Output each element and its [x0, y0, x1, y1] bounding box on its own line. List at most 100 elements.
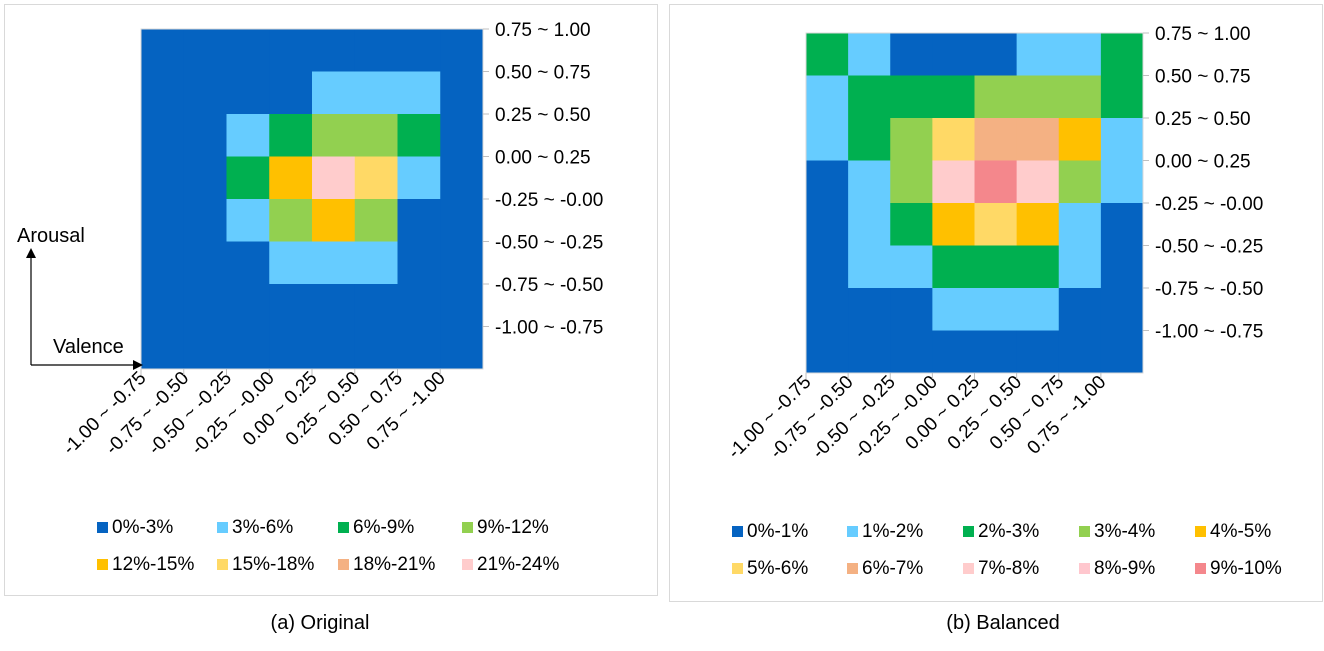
- heatmap-cell: [269, 284, 313, 327]
- heatmap-cell: [269, 114, 313, 157]
- y-tick-label: 0.00 ~ 0.25: [1155, 152, 1251, 173]
- y-tick-label: -0.75 ~ -0.50: [495, 275, 603, 296]
- heatmap-cell: [312, 156, 356, 200]
- y-tick-label: 0.25 ~ 0.50: [495, 105, 591, 126]
- heatmap-cell: [397, 241, 441, 285]
- chart-original: 0.75 ~ 1.00 0.50 ~ 0.75 0.25 ~ 0.50 0.00 ~ …: [17, 20, 603, 575]
- y-tick-label: 0.25 ~ 0.50: [1155, 109, 1251, 130]
- legend-swatch: [97, 522, 108, 533]
- heatmap-cell: [806, 33, 849, 76]
- heatmap-cell: [354, 241, 398, 285]
- legend-label: 5%-6%: [747, 558, 808, 579]
- heatmap-cell: [806, 245, 849, 289]
- y-tick-label: -0.25 ~ -0.00: [495, 190, 603, 211]
- heatmap-cell: [890, 160, 933, 204]
- legend-swatch: [1195, 563, 1206, 574]
- heatmap-cell: [141, 156, 185, 200]
- heatmap-cell: [1058, 203, 1102, 246]
- legend-swatch: [1195, 526, 1206, 537]
- legend-label: 8%-9%: [1094, 558, 1155, 579]
- caption-balanced: (b) Balanced: [946, 612, 1060, 634]
- heatmap-cell: [226, 241, 270, 285]
- heatmap-cell: [974, 160, 1018, 204]
- legend-label: 9%-10%: [1210, 558, 1282, 579]
- heatmap-cell: [354, 199, 398, 242]
- heatmap-cell: [974, 288, 1018, 331]
- arousal-label: Arousal: [17, 225, 85, 247]
- heatmap-cell: [932, 245, 975, 289]
- heatmap-cell: [440, 199, 484, 242]
- heatmap-cell: [890, 33, 933, 76]
- heatmap-cell: [226, 326, 270, 370]
- legend-label: 9%-12%: [477, 517, 549, 538]
- heatmap-cell: [312, 199, 356, 242]
- heatmap-cell: [1058, 245, 1102, 289]
- heatmap-cell: [183, 156, 227, 200]
- legend-label: 1%-2%: [862, 521, 923, 542]
- y-tick-label: -1.00 ~ -0.75: [495, 318, 603, 339]
- heatmap-cell: [974, 75, 1018, 119]
- heatmap-cell: [183, 199, 227, 242]
- heatmap-cell: [183, 284, 227, 327]
- heatmap-cell: [226, 199, 270, 242]
- heatmap-cell: [1100, 330, 1144, 374]
- heatmap-cell: [1016, 245, 1060, 289]
- heatmap-cell: [354, 29, 398, 72]
- caption-original: (a) Original: [270, 612, 370, 634]
- heatmap-cell: [932, 75, 975, 119]
- heatmap-cell: [932, 118, 975, 161]
- y-tick-label: -0.25 ~ -0.00: [1155, 194, 1263, 215]
- y-tick-label: -0.50 ~ -0.25: [1155, 237, 1263, 258]
- heatmap-cell: [269, 199, 313, 242]
- heatmap-cell: [1016, 203, 1060, 246]
- heatmap-cells: [806, 33, 1144, 374]
- heatmap-cell: [974, 245, 1018, 289]
- heatmap-cell: [974, 330, 1018, 374]
- heatmap-cell: [397, 156, 441, 200]
- axis-arrows: Arousal Valence: [17, 225, 143, 370]
- heatmap-cell: [269, 29, 313, 72]
- heatmap-cell: [312, 114, 356, 157]
- heatmap-cell: [890, 245, 933, 289]
- heatmap-cell: [848, 75, 891, 119]
- legend-swatch: [217, 559, 228, 570]
- heatmap-cell: [440, 284, 484, 327]
- heatmap-cell: [1100, 118, 1144, 161]
- heatmap-cell: [141, 199, 185, 242]
- heatmap-cell: [141, 326, 185, 370]
- heatmap-cell: [1100, 245, 1144, 289]
- heatmap-cell: [354, 71, 398, 115]
- valence-label: Valence: [53, 336, 124, 358]
- heatmap-cell: [806, 330, 849, 374]
- heatmap-cell: [440, 241, 484, 285]
- heatmap-cell: [397, 29, 441, 72]
- heatmap-cell: [269, 71, 313, 115]
- heatmap-cell: [141, 71, 185, 115]
- heatmap-cell: [1058, 75, 1102, 119]
- heatmap-cell: [440, 71, 484, 115]
- heatmap-cell: [1058, 160, 1102, 204]
- heatmap-cell: [1058, 288, 1102, 331]
- valence-arrowhead: [133, 360, 143, 370]
- legend-swatch: [462, 522, 473, 533]
- heatmap-cell: [806, 288, 849, 331]
- legend-swatch: [847, 563, 858, 574]
- legend-swatch: [338, 522, 349, 533]
- heatmap-cell: [806, 160, 849, 204]
- heatmap-cell: [1016, 288, 1060, 331]
- legend-swatch: [1079, 563, 1090, 574]
- heatmap-cell: [848, 245, 891, 289]
- heatmap-cell: [1058, 33, 1102, 76]
- heatmap-cell: [848, 160, 891, 204]
- heatmap-cell: [1100, 33, 1144, 76]
- heatmap-cell: [183, 114, 227, 157]
- heatmap-cell: [440, 326, 484, 370]
- heatmap-cell: [1100, 288, 1144, 331]
- heatmap-cell: [226, 29, 270, 72]
- legend-swatch: [732, 563, 743, 574]
- heatmap-cell: [269, 241, 313, 285]
- heatmap-cell: [141, 284, 185, 327]
- legend-swatch: [462, 559, 473, 570]
- legend-swatch: [338, 559, 349, 570]
- heatmap-cell: [226, 114, 270, 157]
